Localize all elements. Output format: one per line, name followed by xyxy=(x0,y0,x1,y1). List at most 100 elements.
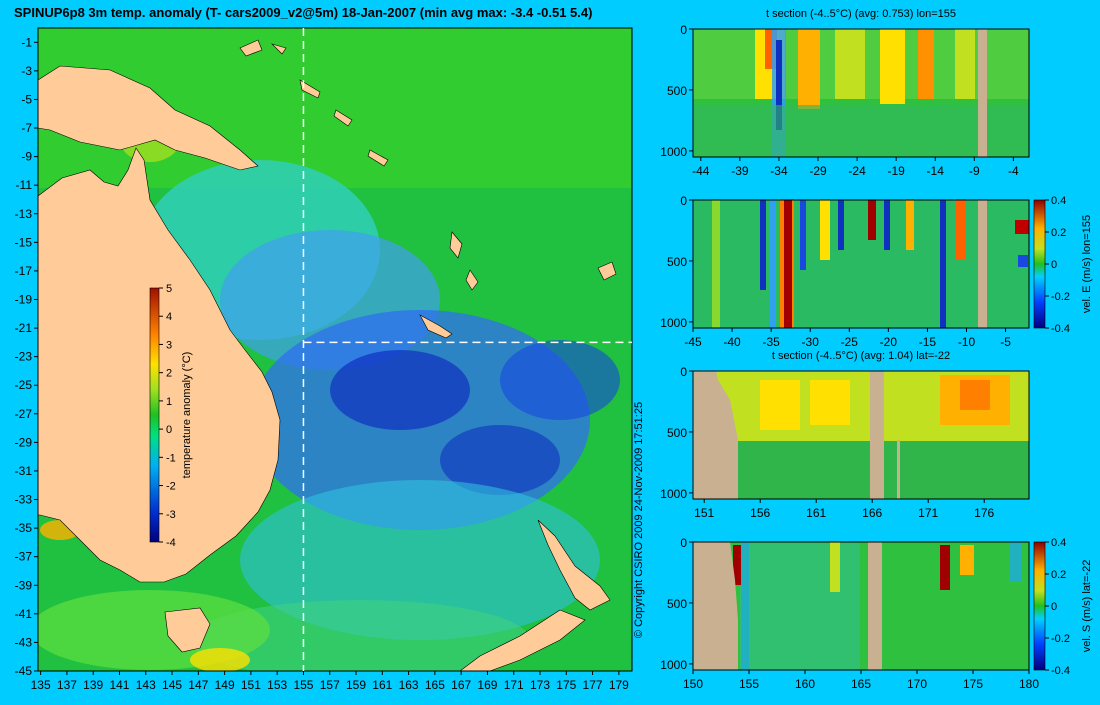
velocity-south-colorbar-ticks: 0.4 0.2 0 -0.2 -0.4 xyxy=(1045,537,1070,677)
velocity-east-x-tick-label: -40 xyxy=(723,335,741,349)
map-y-tick-label: -3 xyxy=(21,64,32,78)
velocity-east-y-tick-label: 0 xyxy=(680,194,687,208)
section-lon-warm-band xyxy=(880,29,905,104)
section-lat-land xyxy=(693,371,738,499)
velocity-east-band xyxy=(884,200,890,250)
velocity-east-field xyxy=(693,200,1029,328)
velocity-south-band xyxy=(1010,542,1022,582)
map-colorbar-tick-label: -3 xyxy=(166,509,176,521)
map-x-tick-label: 163 xyxy=(399,678,419,692)
velocity-east-band xyxy=(1018,255,1028,267)
section-lon-y-tick-label: 500 xyxy=(667,84,687,98)
section-lon-x-tick-label: -14 xyxy=(927,164,945,178)
velocity-east-x-tick-label: -5 xyxy=(1000,335,1011,349)
map-y-tick-label: -17 xyxy=(15,264,33,278)
map-colorbar-tick-label: 4 xyxy=(166,311,172,323)
map-x-tick-label: 155 xyxy=(293,678,313,692)
velocity-east-band xyxy=(820,200,830,260)
velocity-south-jet xyxy=(733,545,741,585)
map-x-tick-label: 139 xyxy=(83,678,103,692)
map-colorbar-tick-label: -1 xyxy=(166,452,176,464)
map-y-tick-label: -25 xyxy=(15,378,33,392)
map-warm-spot xyxy=(190,648,250,671)
section-lat-x-tick-label: 161 xyxy=(806,506,826,520)
section-lat-warm-band xyxy=(760,380,800,430)
copyright-text: © Copyright CSIRO 2009 24-Nov-2009 17:51… xyxy=(633,402,645,638)
velocity-south-colorbar-label: vel. S (m/s) lat=-22 xyxy=(1081,560,1093,653)
velocity-south-band xyxy=(741,542,749,670)
section-lat-land xyxy=(897,440,900,499)
map-x-tick-label: 165 xyxy=(425,678,445,692)
temperature-map: 135 137 139 141 143 145 147 149 151 153 155 157 159 1… xyxy=(15,27,633,692)
section-lon-x-tick-label: -9 xyxy=(969,164,980,178)
map-eddy-region xyxy=(240,480,600,640)
map-y-tick-label: -41 xyxy=(15,607,33,621)
section-lon-deep-layer xyxy=(693,105,1029,157)
section-lat-title: t section (-4..5°C) (avg: 1.04) lat=-22 xyxy=(772,350,950,362)
map-colorbar-tick-label: 1 xyxy=(166,396,172,408)
map-land-new-zealand-north xyxy=(537,519,611,611)
velocity-south-colorbar-tick-label: 0 xyxy=(1051,601,1057,613)
map-frame xyxy=(37,27,633,672)
map-x-tick-label: 175 xyxy=(556,678,576,692)
map-land-new-caledonia xyxy=(419,314,453,339)
map-colorbar-tick-label: 3 xyxy=(166,339,172,351)
map-cold-core xyxy=(330,350,470,430)
velocity-south-y-tick-label: 1000 xyxy=(660,658,687,672)
velocity-south-x-tick-label: 155 xyxy=(739,677,759,691)
map-x-tick-label: 135 xyxy=(31,678,51,692)
section-lon-panel: t section (-4..5°C) (avg: 0.753) lon=155… xyxy=(660,8,1030,178)
velocity-east-colorbar-ticks: 0.4 0.2 0 -0.2 -0.4 xyxy=(1045,195,1070,335)
velocity-east-band xyxy=(955,200,965,260)
velocity-east-shading xyxy=(693,200,1029,328)
velocity-east-colorbar-tick-label: 0.2 xyxy=(1051,227,1066,239)
section-lat-deep-layer xyxy=(693,441,1029,499)
map-x-tick-label: 179 xyxy=(609,678,629,692)
section-lat-x-tick-label: 171 xyxy=(918,506,938,520)
map-y-tick-label: -15 xyxy=(15,235,33,249)
map-x-tick-label: 151 xyxy=(241,678,261,692)
velocity-east-x-tick-label: -35 xyxy=(762,335,780,349)
map-cold-core xyxy=(440,425,560,495)
map-colorbar-label: temperature anomaly (°C) xyxy=(181,352,193,479)
velocity-east-colorbar xyxy=(1033,199,1046,329)
section-lat-y-tick-label: 500 xyxy=(667,426,687,440)
velocity-south-land xyxy=(868,542,882,670)
map-y-tick-label: -13 xyxy=(15,207,33,221)
velocity-south-colorbar xyxy=(1033,541,1046,671)
map-colorbar-tick-label: -4 xyxy=(166,537,176,549)
section-lat-axes: 151 156 161 166 171 176 0 500 1000 xyxy=(660,365,994,520)
velocity-south-band xyxy=(960,545,974,575)
velocity-east-x-tick-label: -10 xyxy=(958,335,976,349)
velocity-south-panel: 150 155 160 165 170 175 180 0 500 1000 0.4 0.2 0 -0.… xyxy=(660,536,1093,691)
velocity-south-shading xyxy=(740,542,860,670)
map-y-tick-label: -33 xyxy=(15,493,33,507)
map-y-tick-label: -39 xyxy=(15,578,33,592)
velocity-south-colorbar-tick-label: -0.2 xyxy=(1051,633,1070,645)
section-lon-x-tick-label: -19 xyxy=(887,164,905,178)
section-lat-land xyxy=(870,371,884,499)
velocity-south-x-tick-label: 150 xyxy=(683,677,703,691)
map-x-tick-label: 143 xyxy=(136,678,156,692)
velocity-east-band xyxy=(906,200,914,250)
velocity-south-band xyxy=(940,545,950,590)
map-y-tick-label: -1 xyxy=(21,35,32,49)
map-colorbar-tick-label: -2 xyxy=(166,481,176,493)
map-y-tick-label: -11 xyxy=(16,178,33,192)
velocity-east-y-tick-label: 500 xyxy=(667,255,687,269)
section-lon-x-tick-label: -44 xyxy=(692,164,710,178)
map-x-tick-label: 177 xyxy=(583,678,603,692)
velocity-east-colorbar-label: vel. E (m/s) lon=155 xyxy=(1081,215,1093,313)
map-y-tick-label: -31 xyxy=(15,464,33,478)
map-x-tick-label: 149 xyxy=(215,678,235,692)
velocity-east-land xyxy=(978,200,987,328)
velocity-east-band xyxy=(838,200,844,250)
section-lon-warm-band xyxy=(918,29,934,99)
velocity-east-band xyxy=(868,200,876,240)
section-lon-y-tick-label: 0 xyxy=(680,23,687,37)
velocity-east-band xyxy=(770,200,776,328)
velocity-east-x-tick-label: -20 xyxy=(880,335,898,349)
velocity-south-band xyxy=(830,542,840,592)
